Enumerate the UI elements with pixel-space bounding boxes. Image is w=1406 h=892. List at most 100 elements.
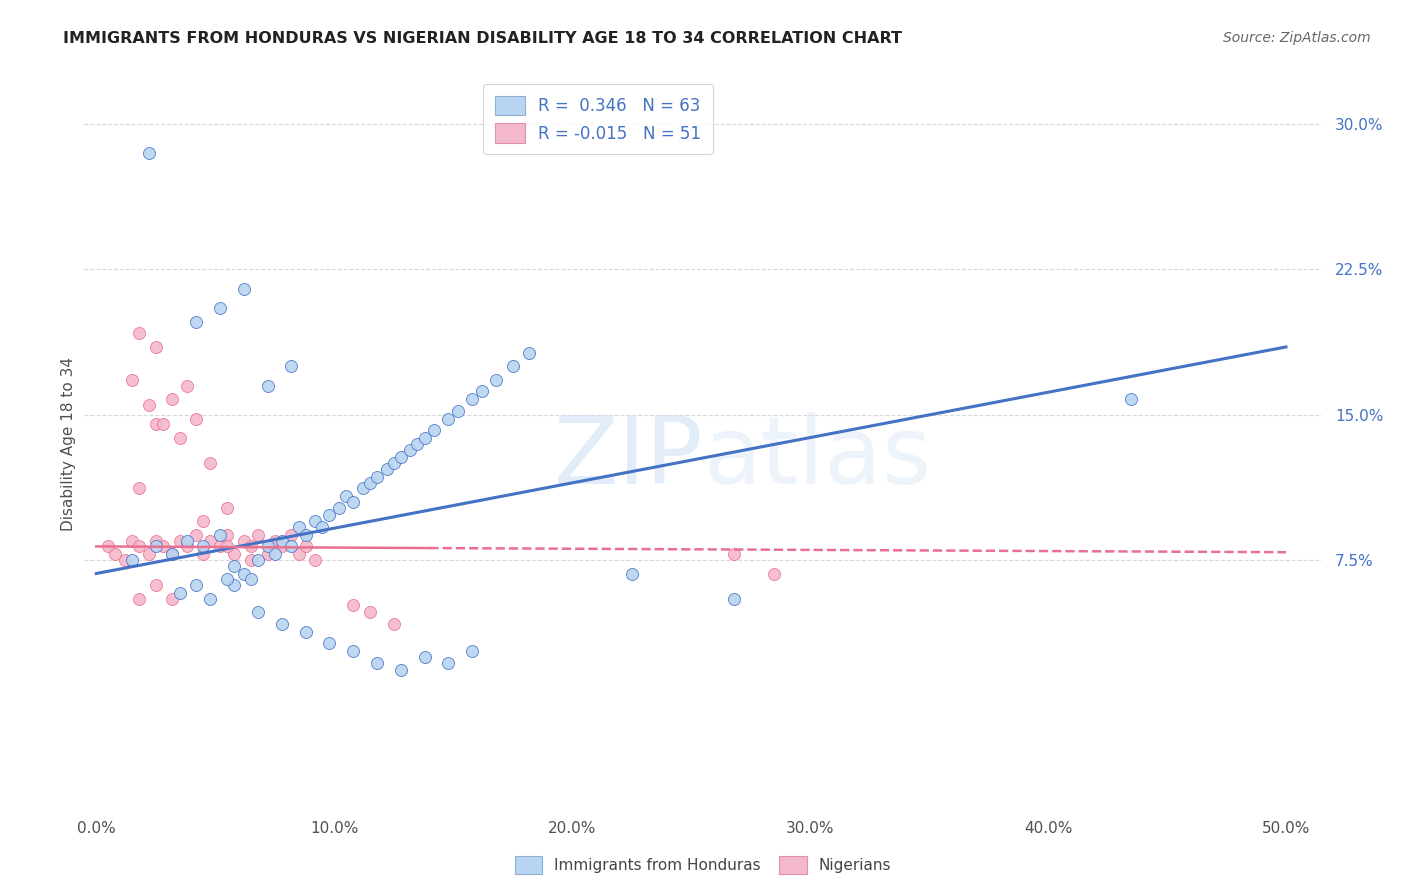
Point (208, 540, 231, 554)
Point (152, 540, 174, 554)
Point (517, 345, 540, 359)
Point (224, 547, 246, 561)
Point (176, 378, 198, 392)
Point (294, 528, 316, 542)
Point (169, 431, 191, 445)
Point (162, 591, 184, 606)
Point (304, 553, 326, 567)
Point (413, 649, 436, 664)
Point (239, 572, 262, 586)
Point (186, 528, 208, 542)
Point (121, 533, 143, 548)
Point (193, 540, 215, 554)
Point (620, 566, 643, 581)
Point (169, 586, 191, 600)
Point (145, 533, 167, 548)
Legend: Immigrants from Honduras, Nigerians: Immigrants from Honduras, Nigerians (509, 850, 897, 880)
Point (176, 533, 198, 548)
Point (342, 495, 364, 509)
Point (366, 656, 388, 670)
Point (121, 373, 143, 387)
Point (382, 456, 405, 470)
Point (128, 326, 150, 341)
Point (256, 378, 278, 392)
Text: atlas: atlas (703, 412, 931, 505)
Point (239, 553, 262, 567)
Point (145, 340, 167, 354)
Point (342, 644, 364, 658)
Point (128, 591, 150, 606)
Point (389, 664, 412, 678)
Point (406, 436, 429, 450)
Point (200, 591, 222, 606)
Point (200, 533, 222, 548)
Point (193, 547, 215, 561)
Point (294, 624, 316, 639)
Point (208, 301, 231, 316)
Point (224, 578, 246, 592)
Point (399, 442, 422, 457)
Point (138, 146, 160, 161)
Point (97, 540, 120, 554)
Point (217, 540, 239, 554)
Point (121, 553, 143, 567)
Point (145, 578, 167, 592)
Point (318, 508, 340, 523)
Point (1121, 392, 1143, 407)
Point (437, 656, 460, 670)
Point (423, 423, 446, 437)
Point (359, 475, 381, 490)
Point (287, 547, 309, 561)
Point (186, 411, 208, 425)
Point (186, 315, 208, 329)
Point (723, 591, 745, 606)
Point (224, 558, 246, 573)
Point (311, 520, 333, 534)
Point (280, 540, 302, 554)
Point (128, 540, 150, 554)
Point (247, 553, 270, 567)
Point (232, 282, 254, 296)
Point (162, 547, 184, 561)
Point (287, 520, 309, 534)
Point (263, 547, 285, 561)
Text: IMMIGRANTS FROM HONDURAS VS NIGERIAN DISABILITY AGE 18 TO 34 CORRELATION CHART: IMMIGRANTS FROM HONDURAS VS NIGERIAN DIS… (63, 31, 903, 46)
Point (280, 528, 302, 542)
Point (270, 616, 292, 631)
Point (413, 431, 436, 445)
Text: Source: ZipAtlas.com: Source: ZipAtlas.com (1223, 31, 1371, 45)
Point (304, 514, 326, 528)
Point (723, 547, 745, 561)
Point (145, 540, 167, 554)
Point (193, 514, 215, 528)
Point (217, 528, 239, 542)
Point (342, 598, 364, 612)
Point (114, 553, 136, 567)
Point (162, 392, 184, 407)
Point (502, 359, 524, 374)
Point (461, 644, 484, 658)
Point (328, 500, 350, 515)
Legend: R =  0.346   N = 63, R = -0.015   N = 51: R = 0.346 N = 63, R = -0.015 N = 51 (484, 84, 713, 154)
Point (217, 500, 239, 515)
Point (247, 528, 270, 542)
Point (763, 566, 786, 581)
Point (217, 572, 239, 586)
Point (152, 417, 174, 432)
Point (200, 456, 222, 470)
Point (366, 469, 388, 483)
Point (232, 566, 254, 581)
Point (256, 547, 278, 561)
Point (138, 398, 160, 412)
Point (375, 462, 398, 476)
Point (145, 417, 167, 432)
Point (128, 481, 150, 495)
Point (176, 540, 198, 554)
Point (270, 533, 292, 548)
Point (263, 533, 285, 548)
Point (169, 533, 191, 548)
Point (437, 411, 460, 425)
Point (256, 540, 278, 554)
Point (247, 605, 270, 619)
Point (461, 392, 484, 407)
